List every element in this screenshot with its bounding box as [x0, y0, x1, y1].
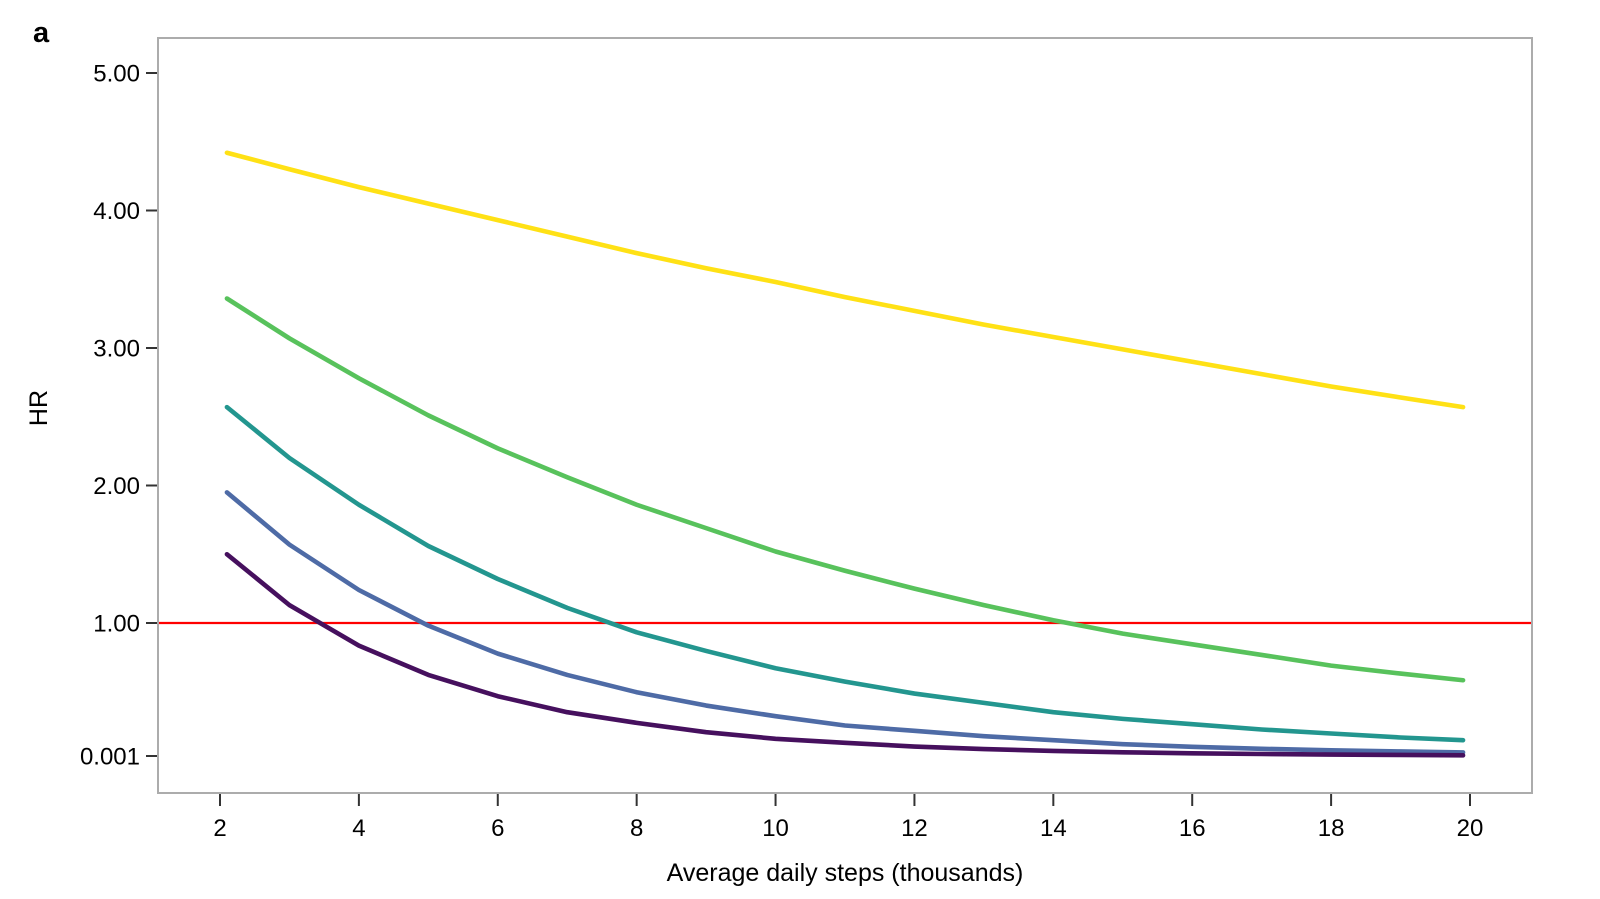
plot-border — [157, 37, 1533, 794]
y-tick-label: 0.001 — [80, 744, 140, 771]
panel-label: a — [33, 17, 50, 49]
x-tick-label: 6 — [491, 815, 504, 842]
y-tick-label: 5.00 — [93, 61, 140, 88]
curve-purple — [224, 551, 1466, 758]
x-tick-label: 14 — [1040, 815, 1067, 842]
curve-yellow — [224, 150, 1466, 410]
axis-group: 5.00 4.00 3.00 2.00 1.00 0.001 2 4 6 8 10 12 14 16 18 2… — [80, 61, 1483, 843]
series-group — [224, 150, 1466, 758]
x-tick-label: 2 — [213, 815, 226, 842]
curve-blue — [224, 490, 1466, 755]
curve-green — [224, 296, 1466, 683]
x-tick-label: 10 — [762, 815, 789, 842]
x-tick-label: 20 — [1457, 815, 1484, 842]
y-axis-label: HR — [25, 390, 53, 426]
x-tick-label: 4 — [352, 815, 365, 842]
y-tick-label: 2.00 — [93, 473, 140, 500]
y-tick-label: 4.00 — [93, 198, 140, 225]
curve-teal — [224, 404, 1466, 743]
x-tick-label: 18 — [1318, 815, 1345, 842]
x-tick-label: 16 — [1179, 815, 1206, 842]
y-tick-label: 1.00 — [93, 611, 140, 638]
y-tick-label: 3.00 — [93, 336, 140, 363]
x-axis-label: Average daily steps (thousands) — [667, 859, 1024, 887]
x-tick-label: 8 — [630, 815, 643, 842]
x-tick-label: 12 — [901, 815, 928, 842]
